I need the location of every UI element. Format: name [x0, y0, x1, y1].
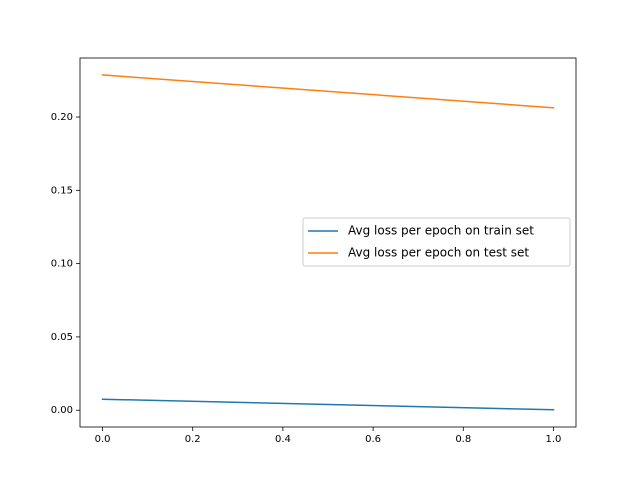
legend-label-test: Avg loss per epoch on test set: [348, 246, 529, 260]
legend-label-train: Avg loss per epoch on train set: [348, 224, 534, 238]
y-tick-label: 0.00: [51, 405, 73, 416]
y-tick-label: 0.05: [51, 332, 73, 343]
series-line-1: [101, 74, 555, 109]
y-tick-label: 0.20: [51, 112, 73, 123]
x-tick-label: 1.0: [546, 434, 562, 445]
x-tick-label: 0.4: [275, 434, 291, 445]
legend: Avg loss per epoch on train set Avg loss…: [302, 217, 571, 267]
x-tick-label: 0.0: [95, 434, 111, 445]
x-tick-label: 0.2: [185, 434, 201, 445]
x-tick-label: 0.8: [455, 434, 471, 445]
plot-area: [101, 74, 555, 411]
y-tick-label: 0.15: [51, 185, 73, 196]
legend-box: [302, 217, 571, 267]
axes-frame: [79, 57, 577, 428]
x-tick-label: 0.6: [365, 434, 381, 445]
axes: 0.0 0.2 0.4 0.6 0.8 1.0 0.00 0.05 0.10 0.15 0.20: [51, 112, 562, 445]
y-tick-label: 0.10: [51, 259, 73, 270]
series-line-0: [101, 398, 555, 411]
